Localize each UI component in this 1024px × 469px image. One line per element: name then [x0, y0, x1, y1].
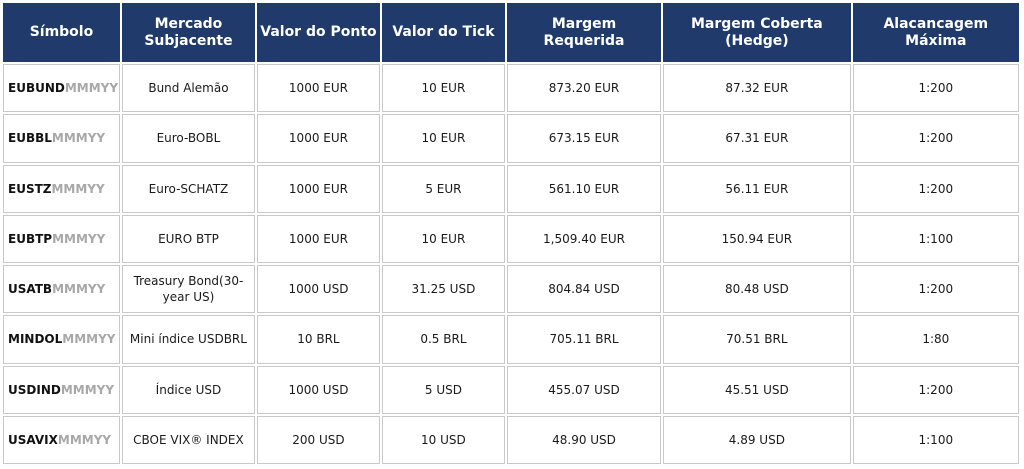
cell-tick-value: 31.25 USD [381, 265, 505, 314]
cell-hedge-margin: 80.48 USD [663, 265, 851, 314]
cell-point-value: 1000 EUR [256, 64, 380, 113]
cell-leverage: 1:200 [852, 114, 1019, 163]
cell-leverage: 1:200 [852, 164, 1019, 213]
cell-leverage: 1:200 [852, 365, 1019, 414]
cell-margin: 673.15 EUR [506, 114, 662, 163]
cell-point-value: 1000 USD [256, 365, 380, 414]
cell-margin: 705.11 BRL [506, 315, 662, 364]
header-hedge-margin: Margem Coberta (Hedge) [663, 3, 851, 62]
cell-leverage: 1:80 [852, 315, 1019, 364]
cell-underlying: CBOE VIX® INDEX [121, 415, 255, 464]
header-tick-value: Valor do Tick [381, 3, 505, 62]
cell-underlying: Euro-BOBL [121, 114, 255, 163]
cell-tick-value: 0.5 BRL [381, 315, 505, 364]
cell-hedge-margin: 150.94 EUR [663, 214, 851, 263]
cell-leverage: 1:200 [852, 64, 1019, 113]
cell-margin: 1,509.40 EUR [506, 214, 662, 263]
cell-margin: 455.07 USD [506, 365, 662, 414]
cell-tick-value: 10 USD [381, 415, 505, 464]
header-row: Símbolo Mercado Subjacente Valor do Ponto… [3, 3, 1019, 62]
table-row: EUBTPMMMYY EURO BTP 1000 EUR 10 EUR 1,50… [3, 214, 1019, 263]
cell-tick-value: 5 EUR [381, 164, 505, 213]
cell-tick-value: 5 USD [381, 365, 505, 414]
cell-point-value: 10 BRL [256, 315, 380, 364]
cell-hedge-margin: 56.11 EUR [663, 164, 851, 213]
cell-symbol: USDINDMMMYY [3, 365, 120, 414]
cell-margin: 48.90 USD [506, 415, 662, 464]
header-symbol: Símbolo [3, 3, 120, 62]
cell-symbol: EUSTZMMMYY [3, 164, 120, 213]
cell-underlying: Mini índice USDBRL [121, 315, 255, 364]
cell-symbol: MINDOLMMMYY [3, 315, 120, 364]
cell-symbol: EUBUNDMMMYY [3, 64, 120, 113]
cell-symbol: USATBMMMYY [3, 265, 120, 314]
table-row: USDINDMMMYY Índice USD 1000 USD 5 USD 45… [3, 365, 1019, 414]
cell-underlying: Treasury Bond(30-year US) [121, 265, 255, 314]
cell-leverage: 1:100 [852, 214, 1019, 263]
cell-symbol: EUBTPMMMYY [3, 214, 120, 263]
cell-hedge-margin: 70.51 BRL [663, 315, 851, 364]
cell-tick-value: 10 EUR [381, 214, 505, 263]
cell-point-value: 200 USD [256, 415, 380, 464]
cell-point-value: 1000 USD [256, 265, 380, 314]
cell-hedge-margin: 67.31 EUR [663, 114, 851, 163]
header-point-value: Valor do Ponto [256, 3, 380, 62]
cell-underlying: Índice USD [121, 365, 255, 414]
cell-point-value: 1000 EUR [256, 114, 380, 163]
cell-symbol: EUBBLMMMYY [3, 114, 120, 163]
cell-symbol: USAVIXMMMYY [3, 415, 120, 464]
header-underlying: Mercado Subjacente [121, 3, 255, 62]
cell-hedge-margin: 87.32 EUR [663, 64, 851, 113]
cell-margin: 873.20 EUR [506, 64, 662, 113]
header-margin: Margem Requerida [506, 3, 662, 62]
header-max-leverage: Alacancagem Máxima [852, 3, 1019, 62]
table-row: USATBMMMYY Treasury Bond(30-year US) 100… [3, 265, 1019, 314]
table-row: EUBBLMMMYY Euro-BOBL 1000 EUR 10 EUR 673… [3, 114, 1019, 163]
table-row: EUBUNDMMMYY Bund Alemão 1000 EUR 10 EUR … [3, 64, 1019, 113]
cell-underlying: Bund Alemão [121, 64, 255, 113]
cell-tick-value: 10 EUR [381, 114, 505, 163]
table-row: EUSTZMMMYY Euro-SCHATZ 1000 EUR 5 EUR 56… [3, 164, 1019, 213]
table-row: USAVIXMMMYY CBOE VIX® INDEX 200 USD 10 U… [3, 415, 1019, 464]
cell-point-value: 1000 EUR [256, 214, 380, 263]
cell-leverage: 1:200 [852, 265, 1019, 314]
table-row: MINDOLMMMYY Mini índice USDBRL 10 BRL 0.… [3, 315, 1019, 364]
cell-point-value: 1000 EUR [256, 164, 380, 213]
cell-tick-value: 10 EUR [381, 64, 505, 113]
cell-underlying: Euro-SCHATZ [121, 164, 255, 213]
cell-underlying: EURO BTP [121, 214, 255, 263]
cell-hedge-margin: 45.51 USD [663, 365, 851, 414]
cell-margin: 561.10 EUR [506, 164, 662, 213]
cell-leverage: 1:100 [852, 415, 1019, 464]
cell-margin: 804.84 USD [506, 265, 662, 314]
cell-hedge-margin: 4.89 USD [663, 415, 851, 464]
